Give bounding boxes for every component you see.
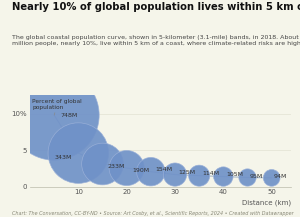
Text: Percent of global
population: Percent of global population	[32, 99, 82, 115]
Text: 233M: 233M	[107, 164, 125, 169]
Text: 95M: 95M	[250, 174, 263, 179]
Text: 190M: 190M	[132, 168, 149, 173]
Text: The global coastal population curve, shown in 5-kilometer (3.1-mile) bands, in 2: The global coastal population curve, sho…	[12, 35, 300, 46]
Text: Nearly 10% of global population lives within 5 km of coast: Nearly 10% of global population lives wi…	[12, 2, 300, 12]
Point	[221, 175, 226, 178]
Text: Chart: The Conversation, CC-BY-ND • Source: Art Cosby, et al., Scientific Report: Chart: The Conversation, CC-BY-ND • Sour…	[12, 211, 294, 216]
Text: 748M: 748M	[60, 113, 77, 118]
Text: 154M: 154M	[156, 167, 173, 172]
Point	[76, 151, 81, 155]
Point	[148, 170, 153, 173]
Point	[197, 174, 202, 178]
Point	[245, 176, 250, 179]
Point	[100, 162, 105, 166]
Text: 114M: 114M	[202, 171, 219, 176]
Point	[269, 176, 274, 180]
Text: Distance (km): Distance (km)	[242, 200, 291, 206]
Text: 343M: 343M	[55, 155, 72, 159]
Point	[124, 166, 129, 170]
Text: 94M: 94M	[274, 174, 287, 179]
Point	[52, 113, 57, 117]
Text: 125M: 125M	[178, 170, 195, 175]
Text: 105M: 105M	[226, 173, 243, 178]
Point	[172, 173, 177, 176]
